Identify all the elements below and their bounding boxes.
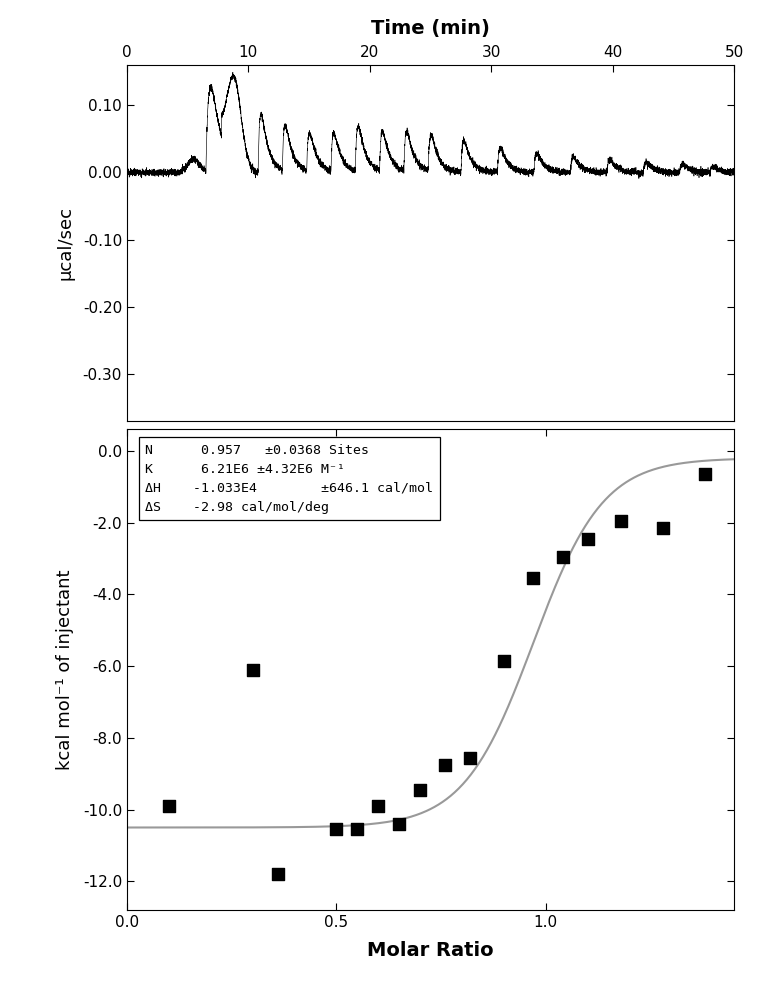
Point xyxy=(162,798,175,814)
Point xyxy=(393,816,405,832)
Point xyxy=(657,520,669,536)
Point xyxy=(527,570,539,586)
Point xyxy=(557,549,569,565)
Point xyxy=(581,531,594,547)
Y-axis label: μcal/sec: μcal/sec xyxy=(56,206,75,280)
Point xyxy=(246,662,258,678)
Point xyxy=(615,513,628,529)
Point xyxy=(498,653,510,669)
Point xyxy=(330,821,342,837)
Point xyxy=(464,750,477,766)
Point xyxy=(439,757,451,773)
X-axis label: Time (min): Time (min) xyxy=(371,19,490,38)
X-axis label: Molar Ratio: Molar Ratio xyxy=(368,941,494,960)
Point xyxy=(414,782,426,798)
Point xyxy=(351,821,364,837)
Point xyxy=(699,466,711,482)
Point xyxy=(372,798,384,814)
Text: N      0.957   ±0.0368 Sites
K      6.21E6 ±4.32E6 M⁻¹
ΔH    -1.033E4        ±64: N 0.957 ±0.0368 Sites K 6.21E6 ±4.32E6 M… xyxy=(145,444,433,514)
Y-axis label: kcal mol⁻¹ of injectant: kcal mol⁻¹ of injectant xyxy=(56,569,75,770)
Point xyxy=(271,866,284,882)
